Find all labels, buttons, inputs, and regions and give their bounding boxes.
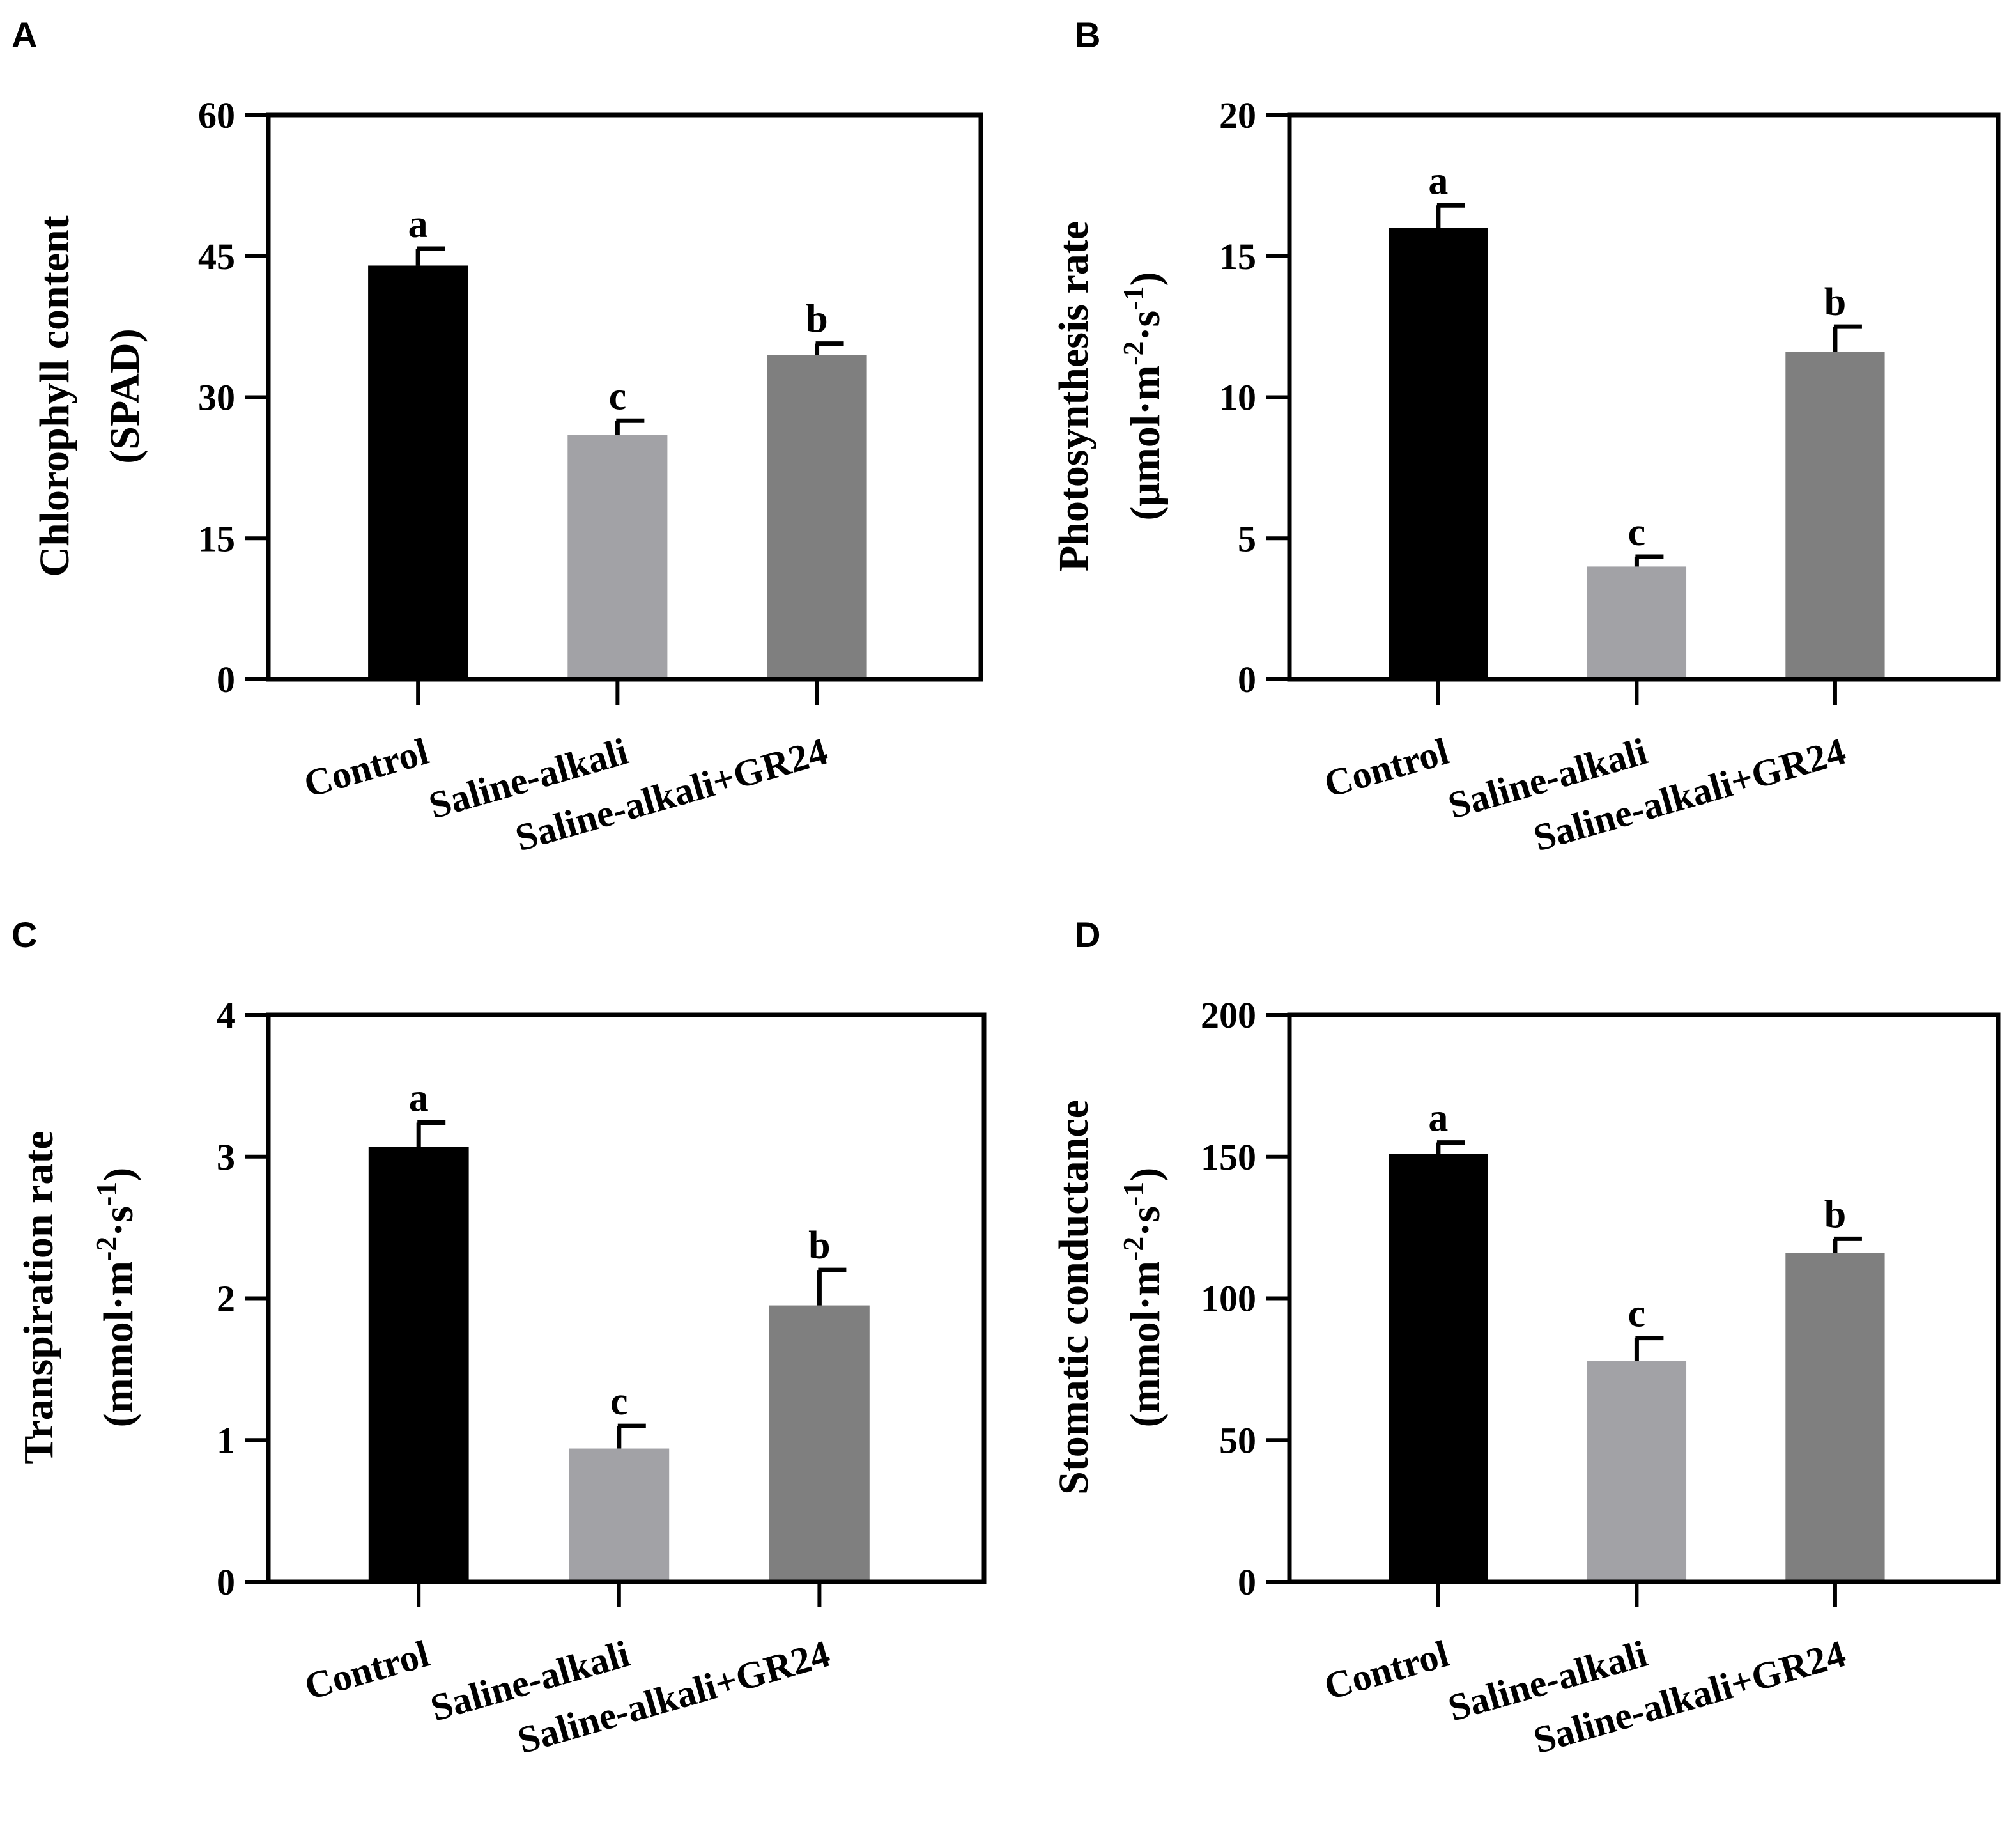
- bar-saline-alkali-gr24: [1785, 352, 1885, 679]
- y-tick-label: 5: [1238, 518, 1256, 559]
- bar-saline-alkali-gr24: [767, 355, 867, 679]
- y-tick-label: 150: [1201, 1136, 1256, 1178]
- error-bar: [1634, 1336, 1664, 1361]
- y-tick-label: 20: [1219, 95, 1256, 136]
- panel-b: BaControlcSaline-alkalibSaline-alkali+GR…: [1050, 15, 2001, 859]
- y-tick-label: 50: [1219, 1419, 1256, 1461]
- significance-letter: a: [1428, 159, 1448, 203]
- bar-saline-alkali: [1587, 566, 1687, 679]
- y-tick-label: 10: [1219, 377, 1256, 419]
- y-axis-title-line2: (mmol·m-2·s-1): [1117, 1168, 1169, 1428]
- error-bar: [1833, 324, 1862, 352]
- significance-letter: a: [409, 1077, 429, 1120]
- error-bar: [416, 1120, 446, 1147]
- category-label: Control: [1320, 1632, 1453, 1708]
- y-tick-label: 0: [1238, 659, 1256, 700]
- panel-d: DaControlcSaline-alkalibSaline-alkali+GR…: [1050, 915, 2001, 1761]
- error-bar: [817, 1267, 847, 1306]
- category-label: Control: [1320, 730, 1453, 805]
- y-tick-label: 0: [217, 659, 235, 700]
- bar-saline-alkali-gr24: [1785, 1253, 1885, 1582]
- error-bar: [615, 418, 645, 435]
- panel-letter: A: [12, 15, 37, 55]
- error-bar: [815, 341, 844, 355]
- y-axis-title-line1: Transpiration rate: [15, 1131, 62, 1464]
- error-bar: [617, 1423, 646, 1449]
- bar-saline-alkali: [1587, 1361, 1687, 1582]
- significance-letter: b: [806, 298, 827, 341]
- y-axis-title-line2: (SPAD): [102, 328, 148, 463]
- bar-saline-alkali-gr24: [769, 1305, 870, 1582]
- y-tick-label: 0: [1238, 1561, 1256, 1603]
- error-bar: [1833, 1236, 1862, 1253]
- panel-letter: C: [12, 915, 37, 955]
- y-tick-label: 1: [217, 1419, 235, 1461]
- y-axis-title-line1: Photosynthesis rate: [1050, 221, 1097, 571]
- panel-a: AaControlcSaline-alkalibSaline-alkali+GR…: [12, 15, 983, 859]
- error-bar: [1436, 1140, 1465, 1154]
- y-tick-label: 60: [198, 95, 235, 136]
- y-tick-label: 45: [198, 236, 235, 277]
- y-tick-label: 15: [198, 518, 235, 559]
- error-bar: [415, 246, 445, 266]
- y-tick-label: 3: [217, 1136, 235, 1178]
- y-axis-title-line2: (μmol·m-2·s-1): [1117, 272, 1169, 520]
- bar-control: [1389, 228, 1488, 680]
- panel-letter: B: [1075, 15, 1100, 55]
- significance-letter: a: [1428, 1097, 1448, 1140]
- significance-letter: b: [808, 1224, 830, 1267]
- error-bar: [1634, 554, 1664, 567]
- bar-control: [368, 265, 468, 679]
- significance-letter: c: [609, 375, 627, 418]
- significance-letter: c: [1628, 511, 1646, 554]
- y-tick-label: 200: [1201, 994, 1256, 1036]
- significance-letter: a: [408, 203, 428, 246]
- bar-control: [1389, 1154, 1488, 1582]
- y-tick-label: 4: [217, 994, 235, 1036]
- bar-saline-alkali: [569, 1448, 670, 1582]
- significance-letter: c: [1628, 1292, 1646, 1336]
- y-tick-label: 100: [1201, 1278, 1256, 1320]
- category-label: Control: [300, 1632, 433, 1708]
- significance-letter: c: [610, 1380, 628, 1423]
- significance-letter: b: [1824, 1193, 1846, 1236]
- bar-saline-alkali: [567, 435, 668, 679]
- significance-letter: b: [1824, 281, 1846, 324]
- y-axis-title-line1: Chlorophyll content: [31, 215, 78, 576]
- y-tick-label: 30: [198, 377, 235, 419]
- y-tick-label: 15: [1219, 236, 1256, 277]
- y-axis-title-line2: (mmol·m-2·s-1): [90, 1168, 142, 1428]
- bar-control: [368, 1147, 469, 1582]
- category-label: Control: [299, 730, 433, 805]
- y-tick-label: 0: [217, 1561, 235, 1603]
- error-bar: [1436, 203, 1465, 228]
- panel-letter: D: [1075, 915, 1100, 955]
- panel-c: CaControlcSaline-alkalibSaline-alkali+GR…: [12, 915, 987, 1761]
- y-tick-label: 2: [217, 1278, 235, 1320]
- y-axis-title-line1: Stomatic conductance: [1050, 1100, 1097, 1495]
